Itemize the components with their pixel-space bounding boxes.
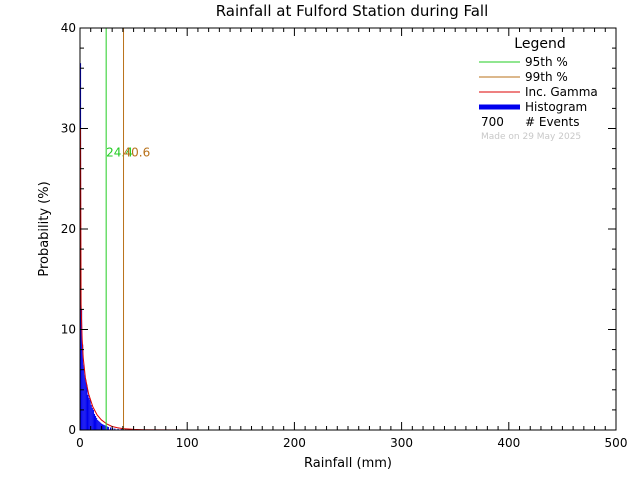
y-tick-label: 10 <box>61 323 76 337</box>
histogram-bar <box>84 374 86 430</box>
legend-label-gamma: Inc. Gamma <box>525 85 598 99</box>
legend-label-histogram: Histogram <box>525 100 587 114</box>
legend-events-label: # Events <box>525 115 580 129</box>
legend-events-count: 700 <box>481 115 504 129</box>
histogram-bar <box>93 413 96 430</box>
histogram-bar <box>83 364 85 430</box>
histogram-bar <box>87 394 89 430</box>
histogram-bar <box>82 344 84 430</box>
x-tick-label: 100 <box>176 436 199 450</box>
histogram-bar <box>98 420 100 430</box>
histogram-bar <box>110 427 112 430</box>
histogram-bar <box>85 379 87 430</box>
percentile-label: 24.4 <box>106 146 133 160</box>
histogram-bar <box>92 409 94 430</box>
histogram-bar <box>90 404 92 430</box>
x-axis-label: Rainfall (mm) <box>304 456 392 471</box>
y-tick-label: 0 <box>68 423 76 437</box>
histogram-bar <box>96 417 98 430</box>
histogram-bar <box>88 397 90 430</box>
histogram-bar <box>103 424 105 430</box>
percentile-label: 40.6 <box>124 146 151 160</box>
y-tick-label: 20 <box>61 222 76 236</box>
y-axis-label: Probability (%) <box>37 181 52 276</box>
histogram-bar <box>100 422 102 430</box>
histogram-bar <box>97 419 99 430</box>
x-tick-label: 500 <box>605 436 628 450</box>
credit-text: Made on 29 May 2025 <box>481 132 581 142</box>
histogram-bar <box>89 399 91 430</box>
histogram-bar <box>104 425 106 430</box>
histogram-bar <box>106 426 108 430</box>
x-tick-label: 200 <box>283 436 306 450</box>
legend-title: Legend <box>514 36 565 52</box>
axes: 0 100 200 300 400 500 0 10 20 30 40 <box>61 21 628 450</box>
legend-label-95th: 95th % <box>525 55 568 69</box>
histogram-bar <box>99 421 101 430</box>
x-tick-label: 400 <box>497 436 520 450</box>
y-tick-label: 30 <box>61 122 76 136</box>
histogram-bar <box>120 428 122 430</box>
histogram-bar <box>112 427 114 430</box>
histogram-bar <box>102 424 104 430</box>
legend-label-99th: 99th % <box>525 70 568 84</box>
histogram-bar <box>101 423 103 430</box>
x-tick-label: 0 <box>76 436 84 450</box>
histogram-bar <box>117 428 119 430</box>
histogram-bar <box>114 428 116 430</box>
chart-title: Rainfall at Fulford Station during Fall <box>216 2 489 20</box>
x-tick-label: 300 <box>390 436 413 450</box>
histogram-bar <box>107 426 109 430</box>
histogram-bar <box>86 384 88 430</box>
histogram-bar <box>91 407 93 430</box>
y-tick-label: 40 <box>61 21 76 35</box>
histogram-bar <box>95 415 97 430</box>
legend: Legend 95th % 99th % Inc. Gamma Histogra… <box>479 36 598 142</box>
